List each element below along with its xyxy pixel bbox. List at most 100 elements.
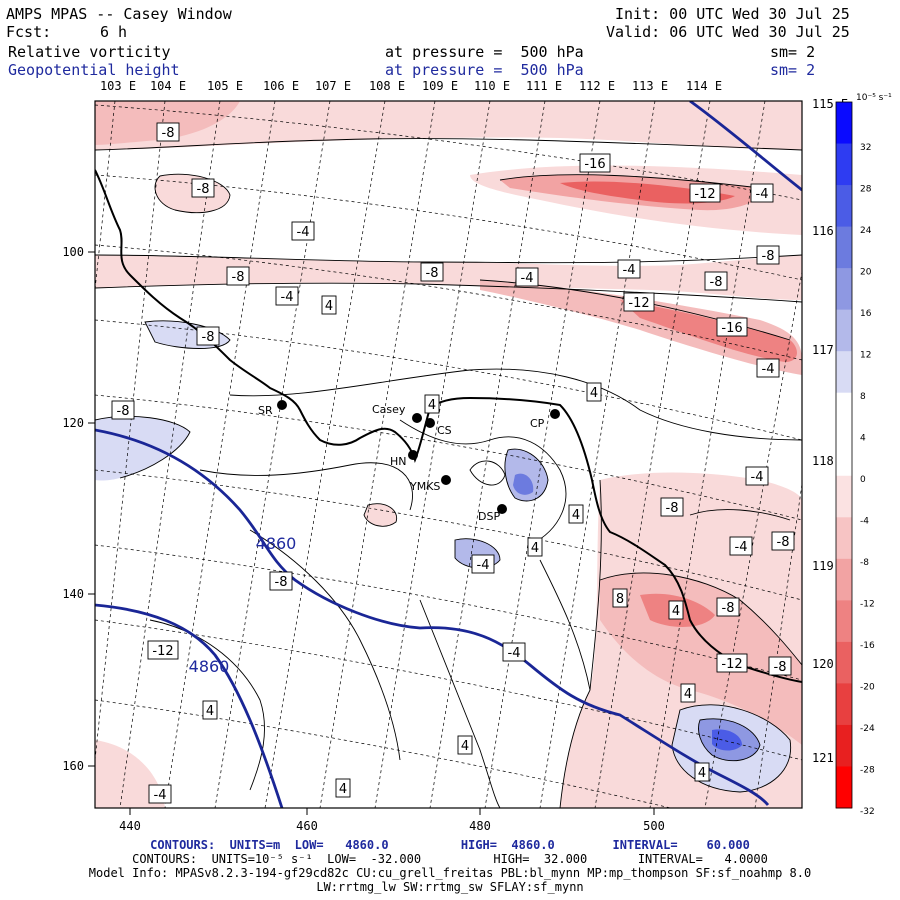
colorbar-tick-label: -28 (860, 766, 875, 776)
vorticity-label: -8 (162, 126, 175, 141)
meridian-114e (594, 101, 711, 808)
vorticity-label: 4 (206, 704, 214, 719)
vorticity-label: -12 (694, 187, 715, 202)
top-lon-label: 114 E (686, 79, 722, 93)
vorticity-label: 4 (698, 766, 706, 781)
station-marker (425, 418, 435, 428)
colorbar-swatch (836, 226, 852, 269)
vorticity-label: 4 (672, 604, 680, 619)
vorticity-label-box (471, 554, 495, 574)
vort-cell-sw (95, 740, 165, 808)
parallel (95, 619, 802, 761)
vorticity-label: -4 (623, 263, 636, 278)
vort-contour (419, 599, 501, 808)
meridian-110e (374, 101, 491, 808)
vorticity-label: -8 (275, 575, 288, 590)
station-marker (408, 450, 418, 460)
vort-contour (599, 572, 802, 666)
field1-name: Relative vorticity (8, 43, 171, 61)
latlon-grid (95, 101, 802, 808)
field1-level: at pressure = 500 hPa (385, 43, 584, 61)
vorticity-label: 4 (684, 687, 692, 702)
top-lon-label: 109 E (422, 79, 458, 93)
plot-area (95, 101, 802, 808)
station-marker (550, 409, 560, 419)
colorbar-swatch (836, 475, 852, 518)
vorticity-label: -8 (197, 182, 210, 197)
colorbar-tick-label: 8 (860, 392, 866, 402)
top-lon-label: 106 E (263, 79, 299, 93)
vorticity-label: 4 (590, 386, 598, 401)
vorticity-label: 4 (461, 739, 469, 754)
height-contour-label: 4860 (256, 534, 297, 553)
top-lon-label: 105 E (207, 79, 243, 93)
vorticity-shading-positive (95, 320, 791, 792)
meridian-105e (119, 101, 221, 808)
parallel (95, 394, 802, 521)
colorbar-tick-label: 28 (860, 184, 872, 194)
colorbar-tick-label: 20 (860, 267, 872, 277)
vorticity-label: -4 (508, 646, 521, 661)
vorticity-label-box (768, 656, 792, 676)
vorticity-label: -4 (521, 271, 534, 286)
axes: 103 E 104 E 105 E 106 E 107 E 108 E 109 E 110 E… (62, 79, 848, 833)
vorticity-label: -12 (721, 657, 742, 672)
top-lon-label: 110 E (474, 79, 510, 93)
vorticity-label-box (704, 271, 728, 291)
vort-pos-e-core (712, 729, 742, 751)
station-marker (497, 504, 507, 514)
colorbar-tick-label: -24 (860, 724, 875, 734)
vorticity-label-box (321, 295, 337, 315)
meridian-104e (95, 101, 166, 761)
station-marker (277, 400, 287, 410)
vorticity-label-box (771, 531, 795, 551)
vorticity-label-box (694, 762, 710, 782)
x-tick-label: 500 (643, 819, 665, 833)
vorticity-label-box (756, 358, 780, 378)
colorbar-unit: 10⁻⁵ s⁻¹ (856, 93, 892, 103)
height-contour-4860-south (95, 603, 284, 808)
y-tick-label: 140 (62, 587, 84, 601)
top-lon-label: 111 E (526, 79, 562, 93)
meridian-113e (539, 101, 656, 808)
vorticity-label-box (660, 497, 684, 517)
vorticity-label: 8 (616, 592, 624, 607)
vorticity-label: -4 (477, 558, 490, 573)
field2-smoothing: sm= 2 (770, 61, 816, 79)
colorbar-swatch (836, 351, 852, 394)
colorbar-tick-label: -32 (860, 807, 875, 817)
vorticity-label-box (689, 183, 721, 203)
meridian-106e (164, 101, 276, 808)
vort-core-mid-2 (620, 300, 797, 362)
station-label: DSP (478, 510, 500, 523)
valid-time: Valid: 06 UTC Wed 30 Jul 25 (606, 23, 850, 41)
station-marker (412, 413, 422, 423)
vorticity-label: -8 (777, 535, 790, 550)
vorticity-label-box (420, 262, 444, 282)
vort-contour (95, 254, 802, 264)
vorticity-label-box (716, 317, 748, 337)
colorbar-swatch (836, 558, 852, 601)
colorbar-tick-label: -8 (860, 558, 869, 568)
top-lon-label: 103 E (100, 79, 136, 93)
vorticity-label: -8 (426, 266, 439, 281)
colorbar-swatch (836, 309, 852, 352)
vorticity-label-box (515, 267, 539, 287)
vorticity-label: 4 (325, 299, 333, 314)
vorticity-label: -12 (152, 644, 173, 659)
footer-model-info: Model Info: MPASv8.2.3-194-gf29cd82c CU:… (88, 866, 812, 880)
vort-pos-b (95, 416, 190, 481)
colorbar-swatch (836, 641, 852, 684)
x-tick-label: 480 (469, 819, 491, 833)
init-time: Init: 00 UTC Wed 30 Jul 25 (615, 5, 850, 23)
vorticity-label-box (502, 642, 526, 662)
y-tick-label: 120 (62, 416, 84, 430)
vorticity-shading-negative (95, 101, 802, 808)
vort-contour (154, 173, 231, 214)
vorticity-label-box (196, 326, 220, 346)
colorbar-tick-label: 24 (860, 226, 872, 236)
footer-model-info-2: LW:rrtmg_lw SW:rrtmg_sw SFLAY:sf_mynn (316, 880, 584, 894)
vorticity-label: -12 (628, 296, 649, 311)
meridian-111e (429, 101, 546, 808)
